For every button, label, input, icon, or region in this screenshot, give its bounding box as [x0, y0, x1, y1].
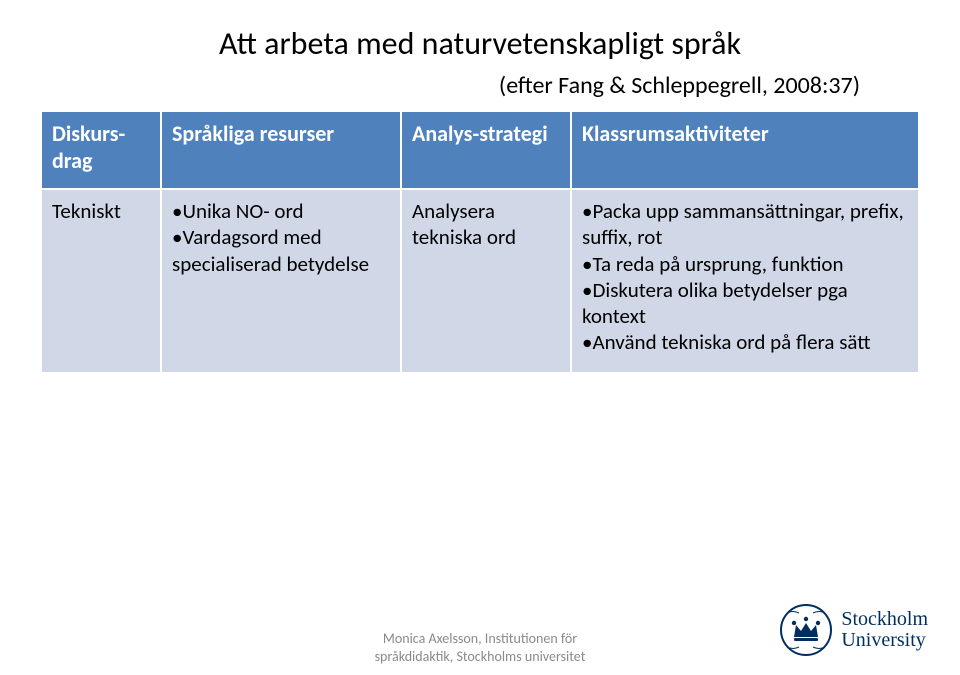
bullet-text: Vardagsord med specialiserad betydelse — [172, 224, 369, 276]
col-header-1: Språkliga resurser — [161, 111, 401, 189]
content-table: Diskurs-drag Språkliga resurser Analys-s… — [40, 110, 920, 374]
logo-line-2: University — [841, 630, 928, 651]
slide: Att arbeta med naturvetenskapligt språk … — [0, 0, 960, 675]
bullet-text: Diskutera olika betydelser pga kontext — [582, 277, 848, 329]
cell-0-0: Tekniskt — [41, 189, 161, 373]
cell-0-1: •Unika NO- ord •Vardagsord med specialis… — [161, 189, 401, 373]
page-title: Att arbeta med naturvetenskapligt språk — [40, 24, 920, 63]
bullet-text: Ta reda på ursprung, funktion — [592, 251, 843, 277]
bullet-text: Unika NO- ord — [182, 198, 303, 224]
table-row: Tekniskt •Unika NO- ord •Vardagsord med … — [41, 189, 919, 373]
table-header-row: Diskurs-drag Språkliga resurser Analys-s… — [41, 111, 919, 189]
col-header-0: Diskurs-drag — [41, 111, 161, 189]
cell-0-2: Analysera tekniska ord — [401, 189, 571, 373]
bullet-text: Packa upp sammansättningar, prefix, suff… — [582, 198, 904, 250]
logo-line-1: Stockholm — [841, 609, 928, 630]
page-subtitle: (efter Fang & Schleppegrell, 2008:37) — [40, 71, 920, 100]
col-header-2: Analys-strategi — [401, 111, 571, 189]
crown-seal-icon — [779, 603, 833, 657]
col-header-3: Klassrumsaktiviteter — [571, 111, 919, 189]
university-logo: Stockholm University — [779, 603, 928, 657]
cell-0-3: •Packa upp sammansättningar, prefix, suf… — [571, 189, 919, 373]
bullet-text: Använd tekniska ord på flera sätt — [592, 329, 870, 355]
logo-text: Stockholm University — [841, 609, 928, 651]
